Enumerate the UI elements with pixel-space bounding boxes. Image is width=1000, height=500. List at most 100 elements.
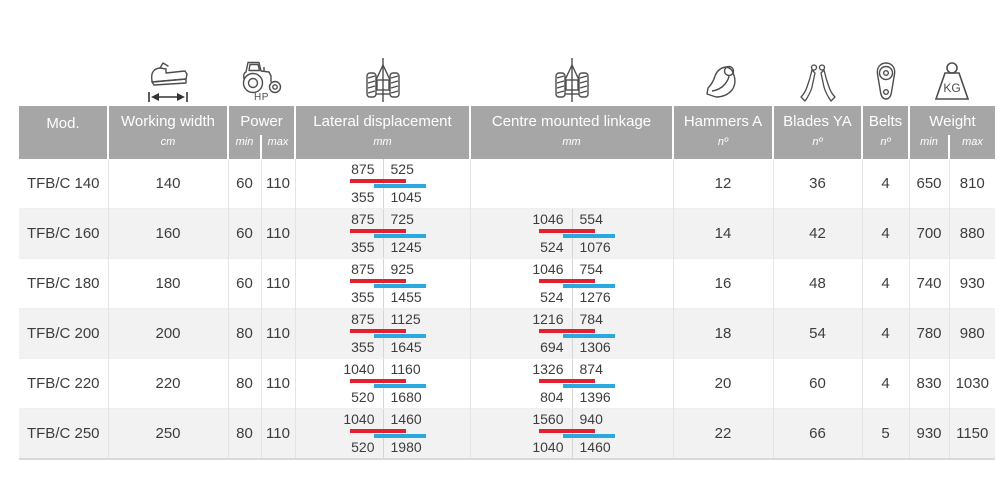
lateral-diagram: 875 925 355 1455 bbox=[296, 259, 470, 308]
red-offset-bar bbox=[349, 279, 406, 283]
offset-bottom-right: 1680 bbox=[390, 389, 422, 405]
offset-bottom-right: 1076 bbox=[579, 239, 611, 255]
offset-top-left: 1046 bbox=[532, 261, 564, 277]
offset-values-top: 1326 874 bbox=[471, 362, 673, 376]
blue-offset-bar bbox=[373, 234, 426, 238]
lateral-displacement-cell: 875 1125 355 1645 bbox=[294, 308, 470, 359]
power-max-cell: 110 bbox=[260, 159, 295, 209]
hammers-cell: 16 bbox=[672, 258, 773, 309]
offset-top-right: 874 bbox=[579, 361, 603, 377]
centre-diagram: 1326 874 804 1396 bbox=[471, 359, 673, 408]
working-width-cell: 180 bbox=[107, 258, 228, 309]
working-width-cell: 250 bbox=[107, 408, 228, 460]
unit-centre: mm bbox=[469, 135, 673, 159]
icons-row: HP bbox=[19, 55, 995, 106]
weight-icon-cell: KG bbox=[909, 55, 995, 106]
y-blade-icon bbox=[799, 64, 836, 102]
offset-bottom-left: 804 bbox=[540, 389, 564, 405]
table-row: TFB/C 220 220 80 110 1040 1160 520 1680 132… bbox=[19, 358, 995, 409]
unit-power-max: max bbox=[260, 135, 295, 159]
offset-values-bottom: 1040 1460 bbox=[471, 440, 673, 454]
offset-bottom-left: 694 bbox=[540, 339, 564, 355]
centre-linkage-cell bbox=[469, 159, 673, 209]
weight-max-cell: 810 bbox=[948, 159, 995, 209]
unit-lateral: mm bbox=[294, 135, 470, 159]
centerline bbox=[382, 259, 384, 308]
power-min-cell: 60 bbox=[227, 208, 261, 259]
blades-cell: 42 bbox=[772, 208, 862, 259]
red-offset-bar bbox=[349, 329, 406, 333]
centre-linkage-cell: 1560 940 1040 1460 bbox=[469, 408, 673, 460]
weight-max-cell: 880 bbox=[948, 208, 995, 259]
offset-top-right: 1125 bbox=[390, 311, 421, 327]
offset-values-top: 1040 1160 bbox=[296, 362, 470, 376]
blades-cell: 60 bbox=[772, 358, 862, 409]
blue-offset-bar bbox=[373, 334, 426, 338]
model-cell: TFB/C 250 bbox=[19, 408, 108, 460]
centre-diagram: 1216 784 694 1306 bbox=[471, 309, 673, 358]
centre-icon-cell bbox=[470, 55, 673, 106]
power-max-cell: 110 bbox=[260, 308, 295, 359]
offset-bottom-left: 520 bbox=[351, 439, 375, 455]
power-max-cell: 110 bbox=[260, 408, 295, 460]
lateral-diagram: 875 525 355 1045 bbox=[296, 159, 470, 208]
offset-top-left: 1560 bbox=[532, 411, 564, 427]
offset-top-right: 725 bbox=[390, 211, 414, 227]
centerline bbox=[571, 209, 573, 258]
weight-max-cell: 1150 bbox=[948, 408, 995, 460]
lateral-icon-cell bbox=[295, 55, 470, 106]
unit-belts: nº bbox=[861, 135, 909, 159]
lateral-diagram: 875 725 355 1245 bbox=[296, 209, 470, 258]
lateral-displacement-cell: 1040 1460 520 1980 bbox=[294, 408, 470, 460]
belts-cell: 4 bbox=[861, 159, 909, 209]
centre-linkage-cell: 1046 554 524 1076 bbox=[469, 208, 673, 259]
unit-weight-max: max bbox=[948, 135, 995, 159]
model-cell: TFB/C 180 bbox=[19, 258, 108, 309]
offset-top-right: 1460 bbox=[390, 411, 422, 427]
offset-values-bottom: 694 1306 bbox=[471, 340, 673, 354]
table-row: TFB/C 160 160 60 110 875 725 355 1245 1046 5… bbox=[19, 208, 995, 259]
col-header-weight: Weight bbox=[908, 106, 995, 135]
header-label-row: Mod. Working width Power Lateral displac… bbox=[19, 106, 995, 159]
col-header-lateral-displacement: Lateral displacement bbox=[294, 106, 470, 135]
offset-top-right: 940 bbox=[579, 411, 603, 427]
col-header-blades: Blades YA bbox=[772, 106, 862, 135]
model-cell: TFB/C 200 bbox=[19, 308, 108, 359]
offset-values-bottom: 524 1276 bbox=[471, 290, 673, 304]
rear-linkage-icon bbox=[554, 58, 589, 102]
offset-values-bottom: 520 1680 bbox=[296, 390, 470, 404]
offset-bottom-right: 1396 bbox=[579, 389, 611, 405]
centerline bbox=[571, 359, 573, 408]
offset-values-top: 1046 554 bbox=[471, 212, 673, 226]
blades-cell: 48 bbox=[772, 258, 862, 309]
red-offset-bar bbox=[538, 429, 595, 433]
belts-cell: 4 bbox=[861, 308, 909, 359]
centre-diagram: 1560 940 1040 1460 bbox=[471, 409, 673, 458]
unit-weight-min: min bbox=[908, 135, 949, 159]
offset-top-left: 1216 bbox=[532, 311, 564, 327]
offset-bottom-left: 1040 bbox=[532, 439, 564, 455]
centre-linkage-cell: 1326 874 804 1396 bbox=[469, 358, 673, 409]
kg-caption: KG bbox=[943, 81, 960, 95]
blue-offset-bar bbox=[373, 184, 426, 188]
weight-min-cell: 930 bbox=[908, 408, 949, 460]
blue-offset-bar bbox=[562, 384, 615, 388]
blue-offset-bar bbox=[373, 434, 426, 438]
offset-bottom-left: 355 bbox=[351, 289, 375, 305]
centerline bbox=[571, 309, 573, 358]
unit-power-min: min bbox=[227, 135, 261, 159]
blades-cell: 66 bbox=[772, 408, 862, 460]
offset-top-left: 875 bbox=[351, 161, 375, 177]
lateral-displacement-cell: 1040 1160 520 1680 bbox=[294, 358, 470, 409]
offset-bottom-left: 355 bbox=[351, 189, 375, 205]
working-width-cell: 140 bbox=[107, 159, 228, 209]
spec-table: HP bbox=[19, 55, 995, 460]
offset-values-top: 1560 940 bbox=[471, 412, 673, 426]
offset-top-right: 1160 bbox=[390, 361, 421, 377]
table-row: TFB/C 200 200 80 110 875 1125 355 1645 1216… bbox=[19, 308, 995, 359]
power-max-cell: 110 bbox=[260, 358, 295, 409]
offset-values-top: 875 525 bbox=[296, 162, 470, 176]
red-offset-bar bbox=[538, 279, 595, 283]
hammers-icon-cell bbox=[673, 55, 773, 106]
belts-cell: 5 bbox=[861, 408, 909, 460]
